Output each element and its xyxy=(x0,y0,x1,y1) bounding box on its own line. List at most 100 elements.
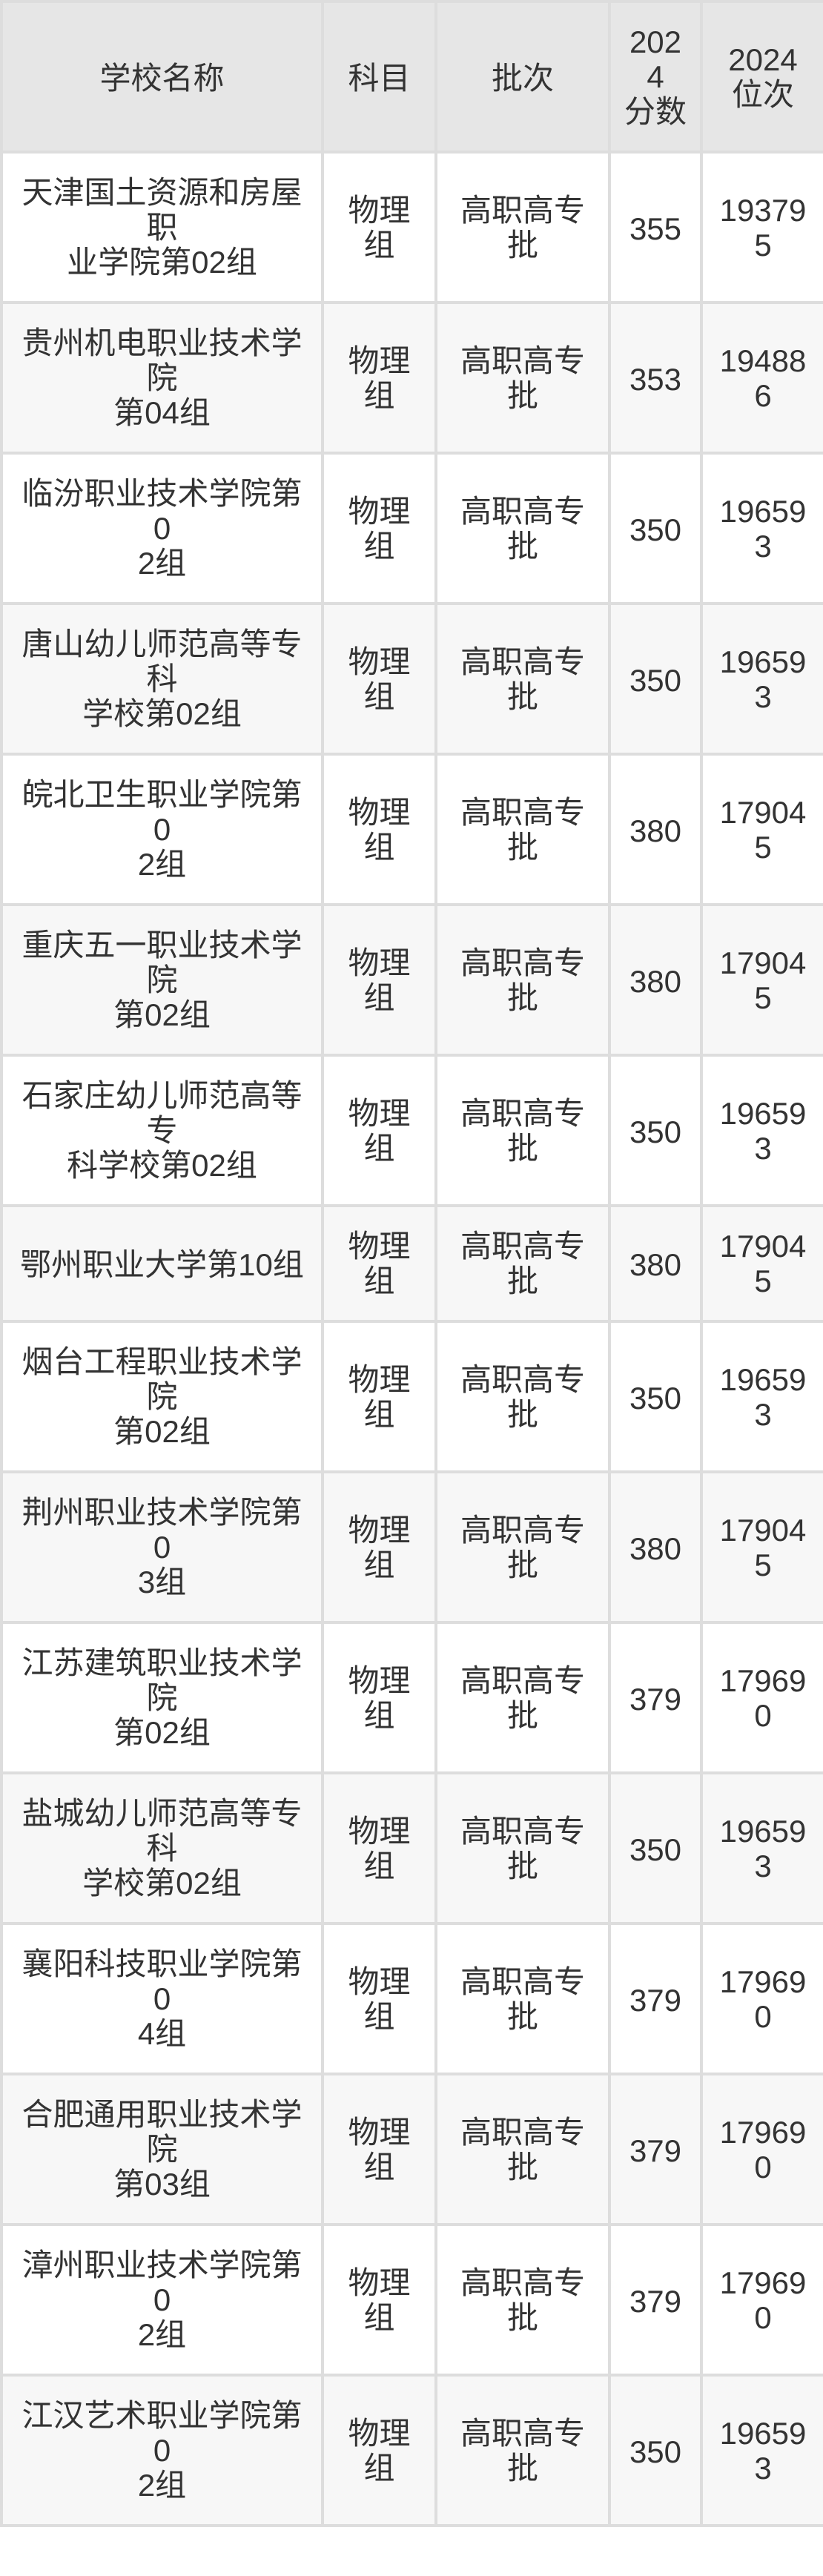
rank-cell: 196593 xyxy=(700,452,823,605)
subject-cell: 物理组 xyxy=(321,602,437,756)
rank-cell: 194886 xyxy=(700,301,823,455)
table-row: 鄂州职业大学第10组 物理组 高职高专批 380 179045 xyxy=(0,1204,823,1323)
batch-value: 高职高专批 xyxy=(460,1813,585,1883)
subject-cell: 物理组 xyxy=(321,1771,437,1925)
school-value: 烟台工程职业技术学院 第02组 xyxy=(22,1344,303,1449)
school-value: 唐山幼儿师范高等专科 学校第02组 xyxy=(22,627,303,731)
school-value: 漳州职业技术学院第0 2组 xyxy=(22,2248,303,2352)
batch-value: 高职高专批 xyxy=(460,1512,585,1582)
subject-cell: 物理组 xyxy=(321,301,437,455)
batch-value: 高职高专批 xyxy=(460,945,585,1015)
batch-value: 高职高专批 xyxy=(460,1662,585,1733)
table-row: 重庆五一职业技术学院 第02组 物理组 高职高专批 380 179045 xyxy=(0,903,823,1057)
rank-cell: 179690 xyxy=(700,2073,823,2226)
school-cell: 重庆五一职业技术学院 第02组 xyxy=(0,903,324,1057)
school-value: 合肥通用职业技术学院 第03组 xyxy=(22,2097,303,2202)
score-value: 350 xyxy=(629,512,682,547)
batch-cell: 高职高专批 xyxy=(434,1922,611,2075)
score-cell: 380 xyxy=(608,1470,703,1624)
score-cell: 350 xyxy=(608,602,703,756)
batch-value: 高职高专批 xyxy=(460,644,585,714)
score-cell: 380 xyxy=(608,753,703,906)
school-value: 重庆五一职业技术学院 第02组 xyxy=(22,928,303,1032)
header-batch: 批次 xyxy=(434,0,611,153)
school-value: 石家庄幼儿师范高等专 科学校第02组 xyxy=(22,1078,303,1183)
school-cell: 临汾职业技术学院第0 2组 xyxy=(0,452,324,605)
subject-cell: 物理组 xyxy=(321,903,437,1057)
table-row: 天津国土资源和房屋职 业学院第02组 物理组 高职高专批 355 193795 xyxy=(0,151,823,304)
rank-value: 196593 xyxy=(719,2415,807,2486)
rank-cell: 179690 xyxy=(700,1621,823,1774)
score-value: 380 xyxy=(629,1530,682,1566)
school-cell: 盐城幼儿师范高等专科 学校第02组 xyxy=(0,1771,324,1925)
rank-cell: 179045 xyxy=(700,753,823,906)
score-value: 350 xyxy=(629,1114,682,1149)
table-row: 临汾职业技术学院第0 2组 物理组 高职高专批 350 196593 xyxy=(0,452,823,605)
score-value: 350 xyxy=(629,1380,682,1416)
rank-value: 179690 xyxy=(719,1964,807,2034)
score-value: 355 xyxy=(629,211,682,246)
table-header-row: 学校名称 科目 批次 2024 分数 2024 位次 xyxy=(0,0,823,153)
score-cell: 379 xyxy=(608,2073,703,2226)
rank-value: 196593 xyxy=(719,1361,807,1432)
score-cell: 355 xyxy=(608,151,703,304)
subject-value: 物理组 xyxy=(348,1229,411,1298)
batch-cell: 高职高专批 xyxy=(434,1771,611,1925)
header-subject-label: 科目 xyxy=(348,60,411,96)
batch-cell: 高职高专批 xyxy=(434,452,611,605)
header-school: 学校名称 xyxy=(0,0,324,153)
school-value: 江汉艺术职业学院第0 2组 xyxy=(22,2398,303,2503)
rank-value: 179690 xyxy=(719,2265,807,2335)
table-row: 石家庄幼儿师范高等专 科学校第02组 物理组 高职高专批 350 196593 xyxy=(0,1054,823,1207)
score-cell: 379 xyxy=(608,2223,703,2377)
table-row: 烟台工程职业技术学院 第02组 物理组 高职高专批 350 196593 xyxy=(0,1320,823,1473)
score-cell: 379 xyxy=(608,1621,703,1774)
batch-cell: 高职高专批 xyxy=(434,1621,611,1774)
subject-cell: 物理组 xyxy=(321,1204,437,1323)
school-cell: 贵州机电职业技术学院 第04组 xyxy=(0,301,324,455)
subject-cell: 物理组 xyxy=(321,1320,437,1473)
school-value: 江苏建筑职业技术学院 第02组 xyxy=(22,1645,303,1750)
rank-cell: 179690 xyxy=(700,1922,823,2075)
score-cell: 350 xyxy=(608,2374,703,2527)
subject-value: 物理组 xyxy=(348,1813,411,1883)
score-value: 379 xyxy=(629,2133,682,2168)
score-value: 350 xyxy=(629,662,682,698)
table-row: 贵州机电职业技术学院 第04组 物理组 高职高专批 353 194886 xyxy=(0,301,823,455)
rank-value: 179690 xyxy=(719,2114,807,2184)
rank-value: 196593 xyxy=(719,644,807,714)
rank-cell: 196593 xyxy=(700,2374,823,2527)
school-cell: 石家庄幼儿师范高等专 科学校第02组 xyxy=(0,1054,324,1207)
batch-value: 高职高专批 xyxy=(460,1229,585,1298)
school-cell: 合肥通用职业技术学院 第03组 xyxy=(0,2073,324,2226)
score-value: 379 xyxy=(629,1982,682,2018)
subject-value: 物理组 xyxy=(348,644,411,714)
batch-cell: 高职高专批 xyxy=(434,1320,611,1473)
header-batch-label: 批次 xyxy=(491,60,554,96)
subject-value: 物理组 xyxy=(348,1095,411,1166)
batch-value: 高职高专批 xyxy=(460,2415,585,2486)
subject-cell: 物理组 xyxy=(321,2073,437,2226)
rank-cell: 179690 xyxy=(700,2223,823,2377)
rank-value: 193795 xyxy=(719,192,807,262)
subject-value: 物理组 xyxy=(348,1964,411,2034)
batch-cell: 高职高专批 xyxy=(434,1470,611,1624)
subject-value: 物理组 xyxy=(348,1361,411,1432)
header-rank-year: 2024 xyxy=(728,42,798,77)
rank-cell: 179045 xyxy=(700,1470,823,1624)
school-value: 临汾职业技术学院第0 2组 xyxy=(22,476,303,581)
batch-cell: 高职高专批 xyxy=(434,1204,611,1323)
school-value: 贵州机电职业技术学院 第04组 xyxy=(22,326,303,430)
rank-cell: 196593 xyxy=(700,602,823,756)
rank-cell: 179045 xyxy=(700,1204,823,1323)
rank-cell: 196593 xyxy=(700,1771,823,1925)
rank-value: 196593 xyxy=(719,1813,807,1883)
batch-value: 高职高专批 xyxy=(460,1095,585,1166)
table-row: 唐山幼儿师范高等专科 学校第02组 物理组 高职高专批 350 196593 xyxy=(0,602,823,756)
score-cell: 380 xyxy=(608,903,703,1057)
score-cell: 350 xyxy=(608,1320,703,1473)
batch-cell: 高职高专批 xyxy=(434,1054,611,1207)
score-value: 380 xyxy=(629,963,682,999)
subject-cell: 物理组 xyxy=(321,753,437,906)
subject-cell: 物理组 xyxy=(321,1922,437,2075)
